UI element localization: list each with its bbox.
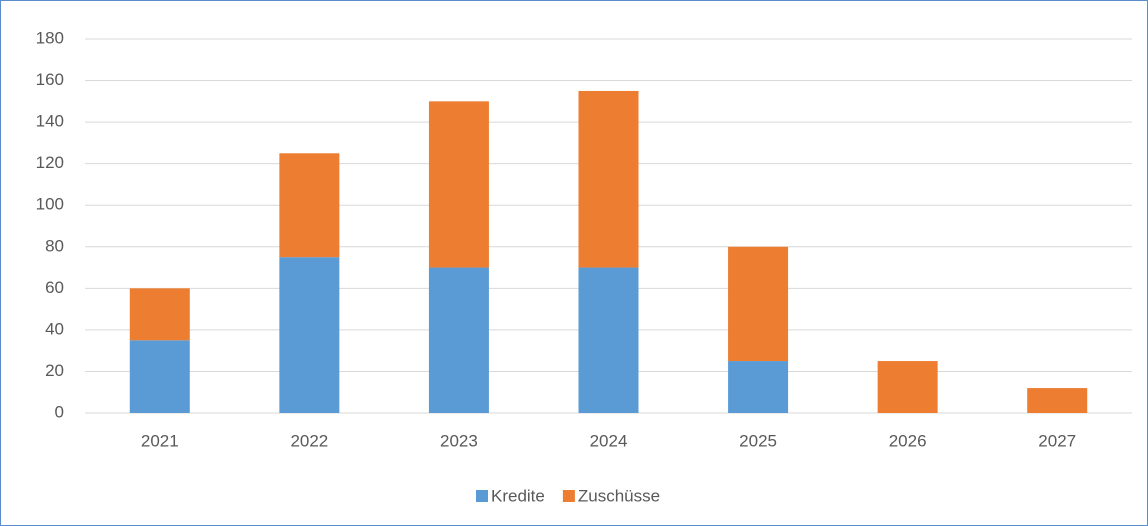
bar [279, 257, 340, 413]
y-tick-label: 20 [45, 361, 64, 380]
legend-label: Kredite [491, 486, 545, 505]
legend-swatch [476, 490, 488, 502]
x-tick-label: 2027 [1038, 431, 1076, 450]
x-tick-label: 2026 [889, 431, 927, 450]
y-tick-label: 180 [36, 28, 64, 47]
bar [578, 90, 639, 268]
bar [578, 267, 639, 413]
bar [728, 361, 789, 413]
legend-label: Zuschüsse [578, 486, 660, 505]
bar [129, 288, 190, 341]
y-tick-label: 140 [36, 112, 64, 131]
bar [728, 246, 789, 362]
bar [428, 101, 489, 268]
x-tick-label: 2025 [739, 431, 777, 450]
x-tick-label: 2022 [290, 431, 328, 450]
y-tick-label: 160 [36, 70, 64, 89]
y-tick-label: 0 [55, 402, 64, 421]
bar [428, 267, 489, 413]
y-tick-label: 80 [45, 236, 64, 255]
y-tick-label: 60 [45, 278, 64, 297]
bar [1027, 388, 1088, 413]
bar [279, 153, 340, 258]
y-tick-label: 120 [36, 153, 64, 172]
x-tick-label: 2021 [141, 431, 179, 450]
x-tick-label: 2024 [590, 431, 628, 450]
y-tick-label: 100 [36, 195, 64, 214]
legend-swatch [562, 490, 575, 502]
bar [877, 361, 938, 413]
y-tick-label: 40 [45, 319, 64, 338]
x-tick-label: 2023 [440, 431, 478, 450]
bar [129, 340, 190, 413]
